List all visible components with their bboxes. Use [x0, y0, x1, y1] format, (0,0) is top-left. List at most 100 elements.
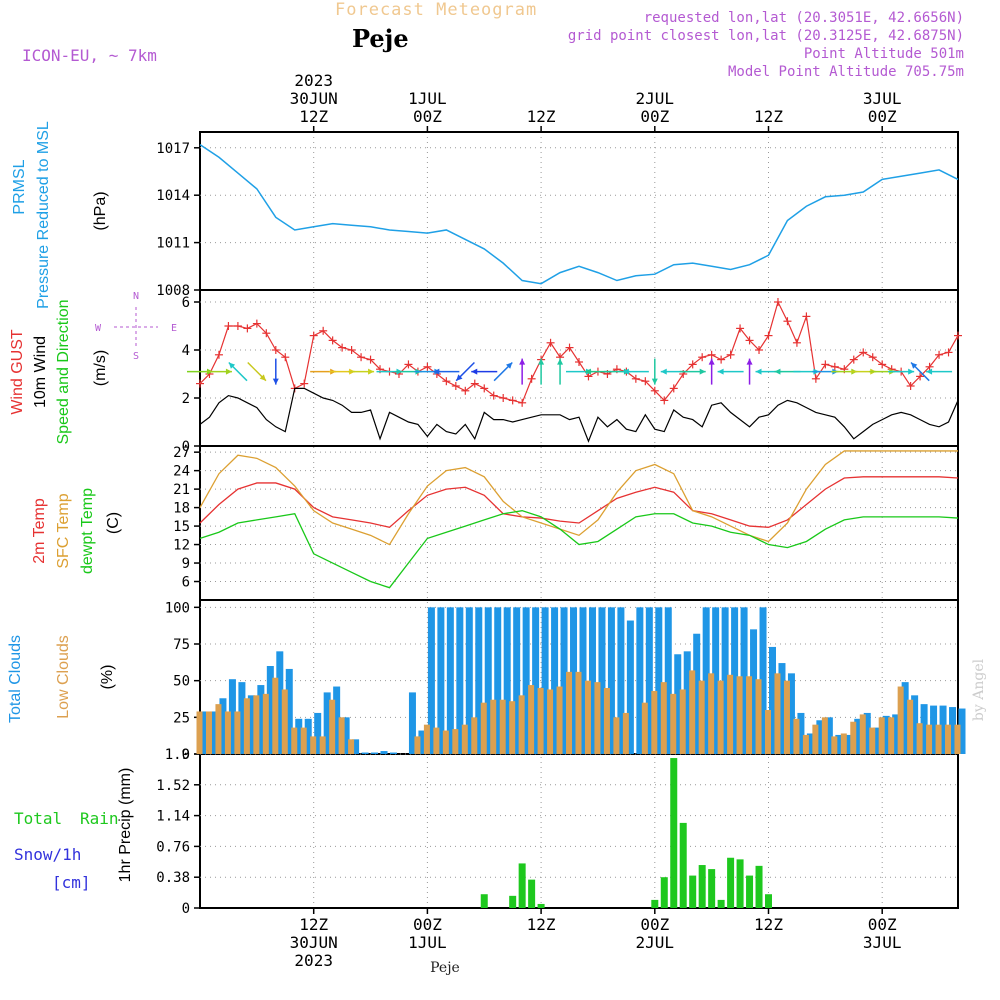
- wind-arrow-head: [708, 358, 715, 365]
- precip-rain-label: Rain: [80, 809, 119, 828]
- total-cloud-bar: [209, 711, 217, 754]
- precip-ylabel: 1hr Precip (mm): [117, 768, 134, 883]
- wind-arrow-head: [651, 378, 658, 385]
- wind-arrow: [493, 361, 513, 382]
- low-cloud-bar: [869, 727, 876, 754]
- total-cloud-bar: [522, 607, 530, 754]
- low-cloud-bar: [907, 699, 914, 754]
- low-cloud-bar: [736, 676, 743, 754]
- total-cloud-bar: [854, 718, 862, 754]
- total-cloud-bar: [721, 607, 729, 754]
- low-cloud-bar: [679, 689, 686, 754]
- wind-arrow: [557, 358, 564, 385]
- low-cloud-bar: [622, 712, 629, 754]
- total-cloud-bar: [863, 712, 871, 754]
- rain-bar: [708, 869, 716, 908]
- gust-marker: [660, 396, 669, 405]
- gust-marker: [650, 386, 659, 395]
- low-cloud-bar: [755, 679, 762, 754]
- gust-marker: [442, 377, 451, 386]
- precip-unit-label: [cm]: [52, 873, 91, 892]
- gust-marker: [669, 384, 678, 393]
- gust-marker: [688, 360, 697, 369]
- temperature-ytick-label: 18: [173, 501, 190, 517]
- total-cloud-bar: [617, 607, 625, 754]
- time-label-top: 00Z: [868, 107, 897, 126]
- total-cloud-bar: [787, 673, 795, 754]
- wind-arrow-head: [746, 358, 753, 365]
- gust-marker: [821, 360, 830, 369]
- rain-bar: [755, 865, 763, 908]
- model-label: ICON-EU, ~ 7km: [22, 46, 157, 65]
- wind-arrow: [651, 358, 658, 385]
- low-cloud-bar: [319, 736, 326, 754]
- total-cloud-bar: [778, 663, 786, 754]
- low-cloud-bar: [547, 689, 554, 754]
- time-label-top: 1JUL: [408, 89, 447, 108]
- total-cloud-bar: [408, 692, 416, 754]
- total-cloud-bar: [740, 607, 748, 754]
- gust-marker: [745, 336, 754, 345]
- low-cloud-bar: [613, 717, 620, 754]
- wind-ylabel: (m/s): [92, 350, 109, 386]
- total-cloud-bar: [314, 712, 322, 754]
- total-cloud-bar: [750, 629, 758, 754]
- low-cloud-bar: [717, 680, 724, 754]
- time-label-bottom: 00Z: [868, 915, 897, 934]
- time-label-top: 2JUL: [636, 89, 675, 108]
- total-cloud-bar: [390, 752, 397, 754]
- time-label-bottom: 1JUL: [408, 933, 447, 952]
- wind-arrow: [205, 368, 232, 375]
- wind-label: 10m Wind: [32, 336, 49, 408]
- low-cloud-bar: [584, 680, 591, 754]
- precip-total-label: Total: [14, 809, 62, 828]
- time-label-bottom: 2023: [294, 951, 333, 970]
- gust-marker: [878, 360, 887, 369]
- wind-arrow-head: [519, 358, 526, 365]
- total-cloud-bar: [465, 607, 473, 754]
- time-label-bottom: 12Z: [754, 915, 783, 934]
- rain-bar: [509, 895, 517, 908]
- total-cloud-bar: [806, 733, 814, 754]
- wind-arrow-head: [584, 368, 591, 375]
- wind-ytick-label: 4: [182, 343, 190, 359]
- gust-marker: [480, 384, 489, 393]
- precip-ytick-label: 0.76: [156, 839, 190, 855]
- total-cloud-bar: [371, 752, 379, 754]
- total-cloud-bar: [285, 668, 293, 754]
- low-cloud-bar: [746, 676, 753, 754]
- wind-arrow-head: [557, 358, 564, 365]
- gust-marker: [252, 319, 261, 328]
- precip-ytick-label: 1.14: [156, 809, 190, 825]
- gust-marker: [707, 350, 716, 359]
- wind-arrow-head: [506, 362, 513, 369]
- wind-arrow-head: [538, 358, 545, 365]
- low-cloud-bar: [452, 729, 459, 754]
- low-cloud-bar: [765, 710, 771, 754]
- low-cloud-bar: [831, 736, 838, 754]
- total-cloud-bar: [949, 707, 957, 754]
- wind-arrow: [348, 368, 375, 375]
- rain-bar: [528, 879, 536, 908]
- low-cloud-bar: [566, 671, 573, 754]
- time-label-bottom: 12Z: [299, 915, 328, 934]
- low-cloud-bar: [518, 695, 525, 754]
- wind-arrow: [455, 361, 475, 382]
- low-cloud-bar: [490, 699, 497, 754]
- total-cloud-bar: [873, 727, 881, 754]
- gust-marker: [726, 350, 735, 359]
- gust-marker: [527, 374, 536, 383]
- wind-ytick-label: 2: [182, 391, 190, 407]
- rain-bar: [670, 758, 678, 908]
- gust-marker: [868, 353, 877, 362]
- gust-marker: [309, 331, 318, 340]
- point-altitude: Point Altitude 501m: [803, 46, 964, 62]
- total-cloud-bar: [494, 607, 502, 754]
- total-cloud-bar: [844, 734, 852, 754]
- time-label-bottom: 3JUL: [863, 933, 902, 952]
- low-cloud-bar: [793, 718, 800, 754]
- total-cloud-bar: [607, 607, 615, 754]
- clouds-ylabel: (%): [99, 665, 116, 690]
- pressure-ytick-label: 1017: [156, 141, 190, 157]
- wind-arrow: [622, 368, 649, 375]
